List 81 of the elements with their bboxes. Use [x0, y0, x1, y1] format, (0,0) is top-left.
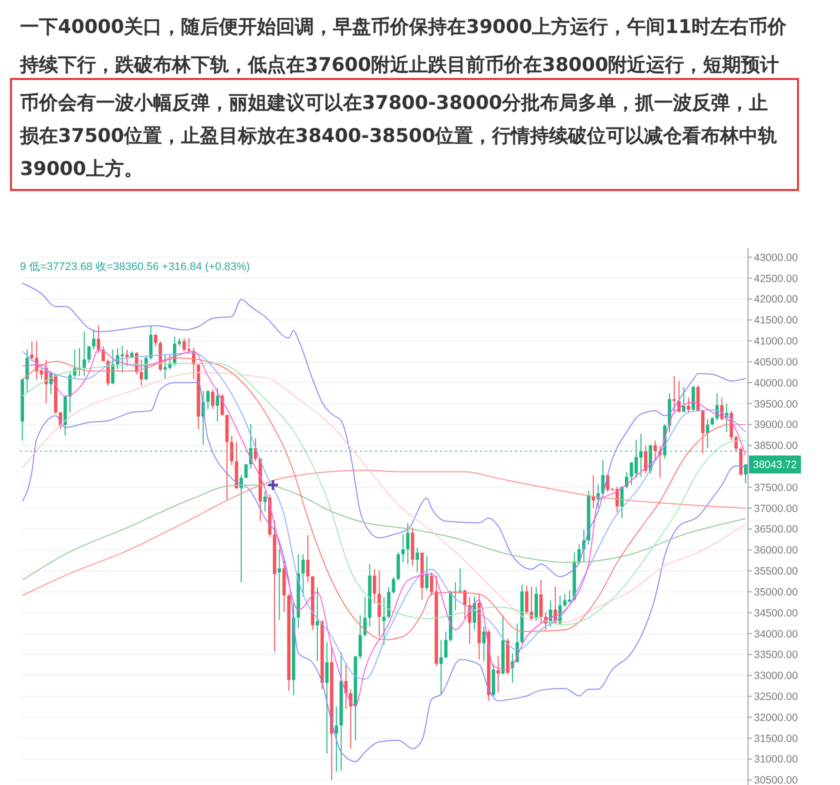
chart-subtitle: 币价会有一波小幅反弹，丽姐建议可以在37800-38000分批布局多单，抓一波反弹，止损在37500位置，止盈目标放在38400-38500位置，行情持续破位可以减仓看布林中轨39000上方。 [19, 92, 778, 180]
y-tick-label: 34000.00 [754, 628, 798, 640]
y-tick-label: 34500.00 [754, 607, 798, 620]
candlestick [92, 329, 96, 350]
y-tick-label: 33000.00 [754, 670, 798, 682]
candlestick [82, 330, 86, 377]
candlestick [734, 434, 738, 453]
candlestick [102, 346, 105, 362]
candlestick [654, 440, 657, 461]
annotation: 9 低=37723.68 收=38360.56 +316.84 (+0.83%) [20, 261, 250, 273]
chart-title: 一下40000关口，随后便开始回调，早盘币价保持在39000上方运行，午间11时左右币价持续下行，跌破布林下轨，低点在37600附近止跌目前币价在38000附近运行，短期预计 [19, 16, 788, 76]
y-tick-label: 43000.00 [754, 252, 798, 264]
y-tick-label: 31000.00 [754, 754, 798, 766]
candlestick [325, 642, 329, 754]
y-tick-label: 39000.00 [754, 419, 798, 432]
candlestick [206, 390, 210, 410]
candlestick [425, 555, 428, 591]
y-tick-label: 33500.00 [754, 649, 798, 662]
y-tick-label: 36000.00 [754, 544, 798, 557]
y-tick-label: 35000.00 [754, 586, 798, 598]
candlestick [496, 656, 500, 694]
candlestick [154, 334, 158, 347]
line-series [22, 470, 746, 596]
y-tick-label: 31500.00 [754, 732, 798, 745]
candlestick [301, 554, 305, 597]
candlestick [672, 376, 676, 413]
y-tick-label: 42500.00 [754, 272, 798, 285]
candlestick [230, 434, 234, 466]
y-tick-label: 42000.00 [754, 294, 798, 306]
y-tick-label: 30500.00 [754, 774, 798, 785]
candlestick [378, 570, 381, 638]
candlestick [111, 349, 114, 385]
candlestick [263, 490, 267, 512]
candlestick [358, 614, 362, 660]
candlestick [416, 547, 419, 573]
candlestick [439, 639, 443, 696]
candlestick [125, 349, 129, 367]
candlestick [701, 410, 704, 454]
y-tick-label: 39500.00 [754, 398, 798, 410]
y-tick-label: 37000.00 [754, 502, 798, 515]
candlestick [539, 579, 543, 624]
candlestick [25, 348, 29, 394]
text: 38043.72 [753, 459, 797, 472]
y-tick-label: 37500.00 [754, 482, 798, 494]
candlestick [30, 340, 34, 362]
y-tick-label: 36500.00 [754, 524, 798, 536]
y-tick-label: 40500.00 [754, 356, 798, 368]
candlestick [601, 460, 605, 496]
line-series [22, 282, 746, 578]
candlestick [372, 568, 376, 604]
line-series [22, 382, 746, 762]
candlestick [278, 548, 281, 621]
candlestick [244, 464, 248, 479]
candlestick [140, 359, 143, 386]
candlestick [444, 631, 448, 658]
candlestick [240, 474, 243, 583]
y-tick-label: 41000.00 [754, 336, 798, 348]
candlestick [149, 325, 153, 360]
candlestick [216, 387, 220, 422]
candlestick [644, 444, 648, 474]
candlestick [620, 486, 624, 519]
y-tick-label: 40000.00 [754, 377, 798, 390]
candlestick [482, 626, 486, 662]
candlestick [316, 586, 320, 662]
candlestick [401, 534, 405, 563]
line-series [22, 484, 746, 581]
candlestick [525, 585, 528, 614]
y-tick-label: 38500.00 [754, 440, 798, 452]
candlestick [692, 385, 695, 412]
candlestick [211, 388, 214, 410]
candlestick [306, 534, 310, 583]
candlestick [406, 522, 410, 565]
y-tick-label: 41500.00 [754, 314, 798, 327]
candlestick [458, 568, 462, 594]
candlestick [577, 544, 581, 565]
candlestick [682, 386, 686, 413]
y-tick-label: 35500.00 [754, 566, 798, 578]
y-tick-label: 32500.00 [754, 691, 798, 704]
candlestick [463, 589, 467, 619]
candlestick [349, 688, 352, 750]
y-tick-label: 32000.00 [754, 712, 798, 724]
